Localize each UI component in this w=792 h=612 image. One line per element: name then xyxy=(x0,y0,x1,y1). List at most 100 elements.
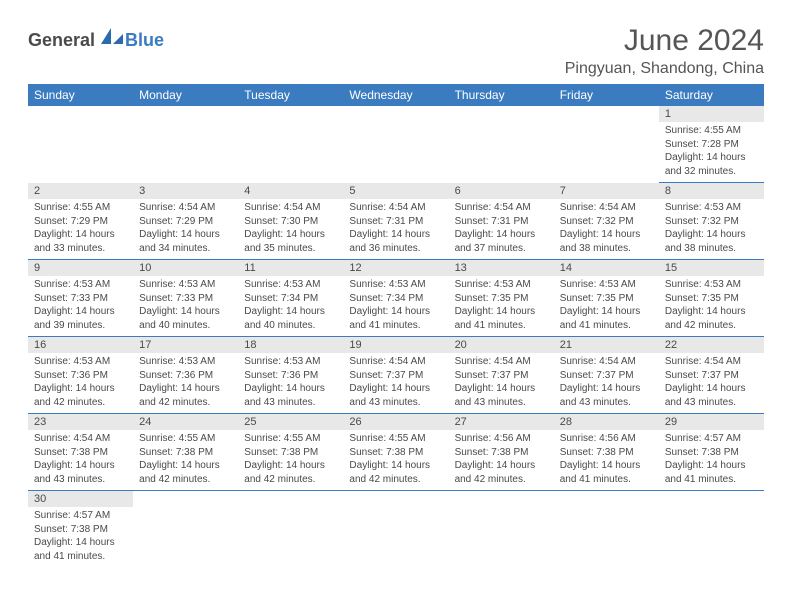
day-number: 14 xyxy=(554,260,659,276)
day-details: Sunrise: 4:53 AMSunset: 7:33 PMDaylight:… xyxy=(133,276,238,336)
daylight-text: Daylight: 14 hours and 43 minutes. xyxy=(665,382,758,409)
calendar-cell: 23Sunrise: 4:54 AMSunset: 7:38 PMDayligh… xyxy=(28,414,133,491)
day-number: 18 xyxy=(238,337,343,353)
day-number: 24 xyxy=(133,414,238,430)
sunrise-text: Sunrise: 4:54 AM xyxy=(665,355,758,369)
sunrise-text: Sunrise: 4:53 AM xyxy=(665,201,758,215)
day-details: Sunrise: 4:56 AMSunset: 7:38 PMDaylight:… xyxy=(554,430,659,490)
calendar-cell xyxy=(133,491,238,567)
daylight-text: Daylight: 14 hours and 39 minutes. xyxy=(34,305,127,332)
sunrise-text: Sunrise: 4:55 AM xyxy=(34,201,127,215)
day-number: 21 xyxy=(554,337,659,353)
calendar-cell: 19Sunrise: 4:54 AMSunset: 7:37 PMDayligh… xyxy=(343,337,448,414)
day-details: Sunrise: 4:54 AMSunset: 7:31 PMDaylight:… xyxy=(449,199,554,259)
sunset-text: Sunset: 7:38 PM xyxy=(244,446,337,460)
day-number: 23 xyxy=(28,414,133,430)
day-details: Sunrise: 4:53 AMSunset: 7:34 PMDaylight:… xyxy=(343,276,448,336)
calendar-cell: 14 Sunrise: 4:53 AMSunset: 7:35 PMDayligh… xyxy=(554,260,659,337)
day-details: Sunrise: 4:55 AMSunset: 7:29 PMDaylight:… xyxy=(28,199,133,259)
daylight-text: Daylight: 14 hours and 41 minutes. xyxy=(560,305,653,332)
day-number: 12 xyxy=(343,260,448,276)
daylight-text: Daylight: 14 hours and 41 minutes. xyxy=(560,459,653,486)
day-details: Sunrise: 4:54 AMSunset: 7:38 PMDaylight:… xyxy=(28,430,133,490)
daylight-text: Daylight: 14 hours and 36 minutes. xyxy=(349,228,442,255)
calendar-cell: 12Sunrise: 4:53 AMSunset: 7:34 PMDayligh… xyxy=(343,260,448,337)
calendar-cell: 5Sunrise: 4:54 AMSunset: 7:31 PMDaylight… xyxy=(343,183,448,260)
sunset-text: Sunset: 7:33 PM xyxy=(139,292,232,306)
daylight-text: Daylight: 14 hours and 38 minutes. xyxy=(665,228,758,255)
sunset-text: Sunset: 7:38 PM xyxy=(34,446,127,460)
sunset-text: Sunset: 7:35 PM xyxy=(560,292,653,306)
calendar-cell: 13Sunrise: 4:53 AMSunset: 7:35 PMDayligh… xyxy=(449,260,554,337)
daylight-text: Daylight: 14 hours and 43 minutes. xyxy=(560,382,653,409)
weekday-header: Tuesday xyxy=(238,84,343,106)
calendar-cell xyxy=(449,106,554,183)
daylight-text: Daylight: 14 hours and 42 minutes. xyxy=(139,459,232,486)
day-number: 22 xyxy=(659,337,764,353)
daylight-text: Daylight: 14 hours and 42 minutes. xyxy=(244,459,337,486)
day-details: Sunrise: 4:53 AMSunset: 7:34 PMDaylight:… xyxy=(238,276,343,336)
day-number: 20 xyxy=(449,337,554,353)
day-number: 4 xyxy=(238,183,343,199)
sunrise-text: Sunrise: 4:53 AM xyxy=(665,278,758,292)
calendar-cell: 24Sunrise: 4:55 AMSunset: 7:38 PMDayligh… xyxy=(133,414,238,491)
day-number: 2 xyxy=(28,183,133,199)
sunset-text: Sunset: 7:36 PM xyxy=(34,369,127,383)
day-details: Sunrise: 4:54 AMSunset: 7:31 PMDaylight:… xyxy=(343,199,448,259)
calendar-cell: 25Sunrise: 4:55 AMSunset: 7:38 PMDayligh… xyxy=(238,414,343,491)
title-block: June 2024 Pingyuan, Shandong, China xyxy=(565,24,764,78)
daylight-text: Daylight: 14 hours and 43 minutes. xyxy=(349,382,442,409)
calendar-cell xyxy=(554,491,659,567)
sunset-text: Sunset: 7:34 PM xyxy=(349,292,442,306)
day-details: Sunrise: 4:54 AMSunset: 7:37 PMDaylight:… xyxy=(659,353,764,413)
day-number: 6 xyxy=(449,183,554,199)
sunset-text: Sunset: 7:29 PM xyxy=(139,215,232,229)
day-number: 1 xyxy=(659,106,764,122)
daylight-text: Daylight: 14 hours and 42 minutes. xyxy=(34,382,127,409)
sunset-text: Sunset: 7:32 PM xyxy=(665,215,758,229)
sunrise-text: Sunrise: 4:53 AM xyxy=(560,278,653,292)
day-details: Sunrise: 4:53 AMSunset: 7:32 PMDaylight:… xyxy=(659,199,764,259)
calendar-cell: 16Sunrise: 4:53 AMSunset: 7:36 PMDayligh… xyxy=(28,337,133,414)
calendar-cell: 4Sunrise: 4:54 AMSunset: 7:30 PMDaylight… xyxy=(238,183,343,260)
sunset-text: Sunset: 7:31 PM xyxy=(455,215,548,229)
daylight-text: Daylight: 14 hours and 40 minutes. xyxy=(139,305,232,332)
sunset-text: Sunset: 7:35 PM xyxy=(665,292,758,306)
logo-text-blue: Blue xyxy=(125,30,164,51)
sunrise-text: Sunrise: 4:53 AM xyxy=(244,278,337,292)
sunset-text: Sunset: 7:38 PM xyxy=(665,446,758,460)
day-number: 7 xyxy=(554,183,659,199)
calendar-cell: 10Sunrise: 4:53 AMSunset: 7:33 PMDayligh… xyxy=(133,260,238,337)
sunset-text: Sunset: 7:35 PM xyxy=(455,292,548,306)
sunrise-text: Sunrise: 4:54 AM xyxy=(560,201,653,215)
sunrise-text: Sunrise: 4:56 AM xyxy=(560,432,653,446)
calendar-row: 23Sunrise: 4:54 AMSunset: 7:38 PMDayligh… xyxy=(28,414,764,491)
sunset-text: Sunset: 7:29 PM xyxy=(34,215,127,229)
day-details: Sunrise: 4:53 AMSunset: 7:36 PMDaylight:… xyxy=(28,353,133,413)
sunset-text: Sunset: 7:37 PM xyxy=(560,369,653,383)
daylight-text: Daylight: 14 hours and 37 minutes. xyxy=(455,228,548,255)
day-details: Sunrise: 4:54 AMSunset: 7:37 PMDaylight:… xyxy=(449,353,554,413)
daylight-text: Daylight: 14 hours and 34 minutes. xyxy=(139,228,232,255)
sunset-text: Sunset: 7:30 PM xyxy=(244,215,337,229)
calendar-cell: 7Sunrise: 4:54 AMSunset: 7:32 PMDaylight… xyxy=(554,183,659,260)
sunset-text: Sunset: 7:38 PM xyxy=(139,446,232,460)
sunset-text: Sunset: 7:31 PM xyxy=(349,215,442,229)
day-details: Sunrise: 4:54 AMSunset: 7:32 PMDaylight:… xyxy=(554,199,659,259)
daylight-text: Daylight: 14 hours and 41 minutes. xyxy=(665,459,758,486)
day-details: Sunrise: 4:57 AMSunset: 7:38 PMDaylight:… xyxy=(28,507,133,567)
calendar-cell xyxy=(343,491,448,567)
calendar-row: 1Sunrise: 4:55 AMSunset: 7:28 PMDaylight… xyxy=(28,106,764,183)
day-number: 15 xyxy=(659,260,764,276)
sunset-text: Sunset: 7:37 PM xyxy=(455,369,548,383)
day-details: Sunrise: 4:57 AMSunset: 7:38 PMDaylight:… xyxy=(659,430,764,490)
daylight-text: Daylight: 14 hours and 40 minutes. xyxy=(244,305,337,332)
day-number: 8 xyxy=(659,183,764,199)
sunset-text: Sunset: 7:38 PM xyxy=(34,523,127,537)
day-details: Sunrise: 4:53 AMSunset: 7:36 PMDaylight:… xyxy=(133,353,238,413)
calendar-row: 30Sunrise: 4:57 AMSunset: 7:38 PMDayligh… xyxy=(28,491,764,567)
day-details: Sunrise: 4:55 AMSunset: 7:28 PMDaylight:… xyxy=(659,122,764,182)
calendar-row: 16Sunrise: 4:53 AMSunset: 7:36 PMDayligh… xyxy=(28,337,764,414)
sunrise-text: Sunrise: 4:53 AM xyxy=(455,278,548,292)
sunrise-text: Sunrise: 4:53 AM xyxy=(139,278,232,292)
